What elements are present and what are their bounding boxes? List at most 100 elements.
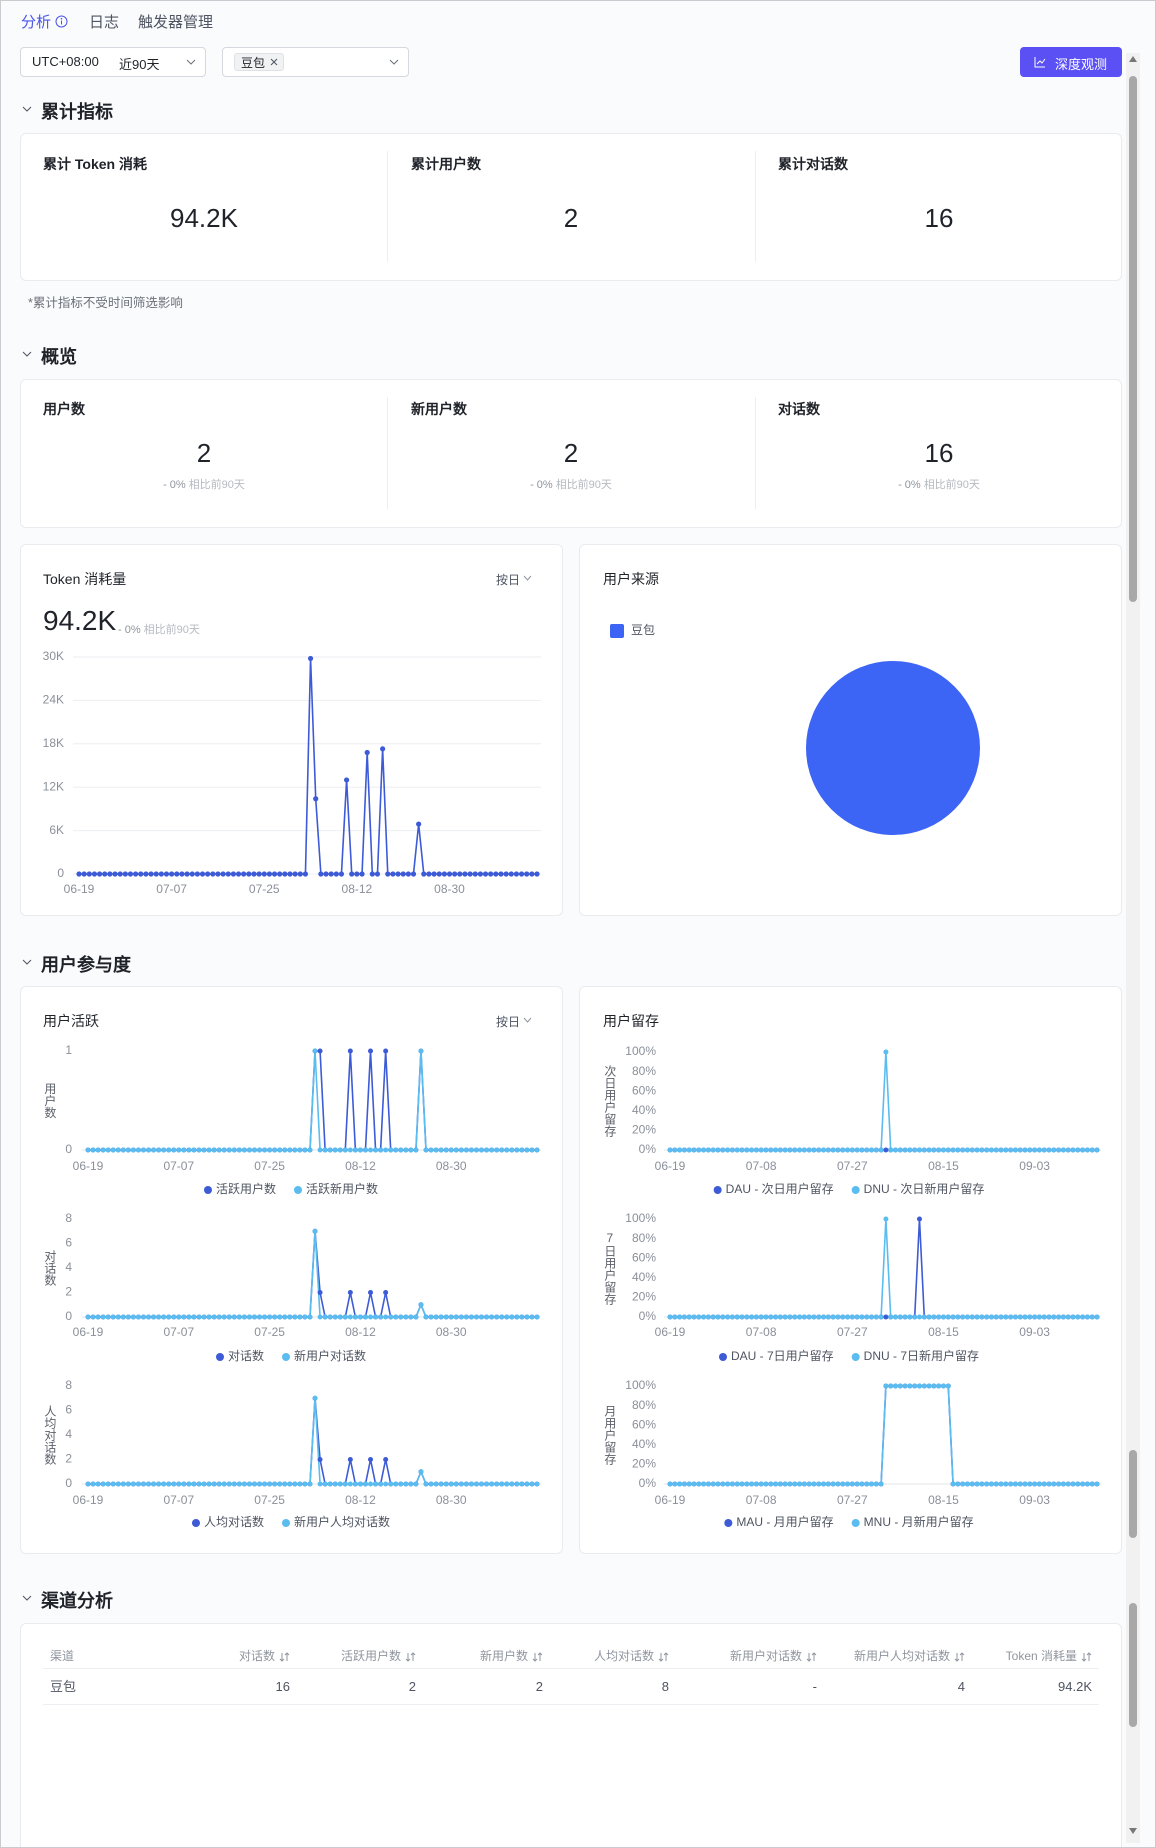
data-point	[787, 1314, 793, 1320]
data-point	[768, 1481, 774, 1487]
change: - 0% 相比前90天	[84, 476, 324, 492]
bot-filter[interactable]: 豆包	[222, 47, 409, 77]
table-header[interactable]: Token 消耗量	[872, 1647, 1092, 1665]
data-point	[318, 871, 324, 877]
legend-label: DAU - 7日用户留存	[731, 1348, 834, 1363]
collapse-icon[interactable]	[22, 105, 32, 113]
data-point	[418, 1302, 424, 1308]
data-point	[90, 1147, 96, 1153]
data-point	[960, 1147, 966, 1153]
metric-panel	[20, 379, 1122, 528]
sort-icon[interactable]	[954, 1652, 965, 1662]
data-point	[428, 1314, 434, 1320]
section-title[interactable]: 概览	[41, 347, 77, 367]
table-header[interactable]: 新用户数	[323, 1647, 543, 1665]
data-point	[907, 1383, 913, 1389]
table-header[interactable]: 人均对话数	[449, 1647, 669, 1665]
section-title[interactable]: 累计指标	[41, 102, 113, 122]
data-point	[1056, 1314, 1062, 1320]
data-point	[888, 1383, 894, 1389]
data-point	[196, 1147, 202, 1153]
scroll-thumb[interactable]	[1129, 1450, 1137, 1538]
data-point	[135, 1481, 141, 1487]
data-point	[220, 871, 226, 877]
data-point	[873, 1481, 879, 1487]
x-tick-label: 08-12	[345, 1493, 376, 1507]
tag-label: 豆包	[241, 56, 266, 70]
table-header[interactable]: 活跃用户数	[196, 1647, 416, 1665]
data-point	[421, 871, 427, 877]
section-title[interactable]: 用户参与度	[41, 955, 131, 975]
granularity-select[interactable]: 按日	[496, 573, 521, 587]
tab[interactable]: 触发器管理	[138, 14, 214, 31]
granularity-select[interactable]: 按日	[496, 1015, 521, 1029]
chart-card	[20, 544, 563, 916]
data-point	[955, 1147, 961, 1153]
sort-icon[interactable]	[532, 1652, 543, 1662]
data-point	[1012, 1147, 1018, 1153]
table-header[interactable]: 新用户对话数	[597, 1647, 817, 1665]
data-point	[1075, 1314, 1081, 1320]
scroll-down[interactable]	[1128, 1827, 1138, 1835]
close-icon[interactable]	[270, 58, 278, 66]
data-point	[112, 871, 118, 877]
deep-observe-button[interactable]: 深度观测	[1020, 47, 1122, 77]
data-point	[241, 1481, 247, 1487]
legend-marker	[851, 1186, 860, 1194]
data-point	[758, 1314, 764, 1320]
data-point	[312, 1228, 318, 1234]
table-header[interactable]: 对话数	[70, 1647, 290, 1665]
data-point	[1060, 1314, 1066, 1320]
data-point	[950, 1481, 956, 1487]
sort-icon[interactable]	[806, 1652, 817, 1662]
data-point	[1036, 1147, 1042, 1153]
scroll-thumb[interactable]	[1129, 1603, 1137, 1727]
data-point	[81, 871, 87, 877]
data-point	[122, 871, 128, 877]
legend-label: 新用户对话数	[294, 1348, 366, 1363]
data-point	[135, 1147, 141, 1153]
data-point	[504, 1481, 510, 1487]
data-point	[448, 1147, 454, 1153]
scroll-thumb[interactable]	[1129, 76, 1137, 602]
collapse-icon[interactable]	[22, 350, 32, 358]
data-point	[821, 1481, 827, 1487]
data-point	[864, 1147, 870, 1153]
data-point	[393, 1314, 399, 1320]
sort-icon[interactable]	[658, 1652, 669, 1662]
data-point	[494, 1314, 500, 1320]
data-point	[282, 1481, 288, 1487]
data-point	[342, 1314, 348, 1320]
data-point	[964, 1147, 970, 1153]
tab[interactable]: 分析	[21, 14, 52, 31]
scroll-up[interactable]	[1128, 55, 1138, 63]
x-tick-label: 07-07	[163, 1159, 194, 1173]
data-point	[1094, 1314, 1100, 1320]
data-point	[362, 1314, 368, 1320]
y-tick-label: 8	[65, 1211, 72, 1225]
legend-marker	[294, 1186, 302, 1194]
collapse-icon[interactable]	[22, 958, 32, 966]
data-point	[441, 871, 447, 877]
data-point	[161, 1147, 167, 1153]
data-point	[969, 1314, 975, 1320]
legend-marker	[851, 1353, 860, 1361]
data-point	[484, 1314, 490, 1320]
data-point	[701, 1481, 707, 1487]
collapse-icon[interactable]	[22, 1594, 32, 1602]
tab[interactable]: 日志	[89, 14, 120, 31]
table-header[interactable]: 新用户人均对话数	[745, 1647, 965, 1665]
timezone: UTC+08:00	[32, 54, 99, 69]
sort-icon[interactable]	[405, 1652, 416, 1662]
data-point	[878, 1314, 884, 1320]
data-point	[849, 1314, 855, 1320]
data-point	[1027, 1481, 1033, 1487]
chart-card	[579, 986, 1122, 1554]
sort-icon[interactable]	[279, 1652, 290, 1662]
section-title[interactable]: 渠道分析	[41, 1591, 113, 1611]
data-point	[720, 1314, 726, 1320]
data-point	[151, 1481, 157, 1487]
time-filter[interactable]: UTC+08:00 近90天	[20, 47, 206, 77]
compare-label: 相比前90天	[143, 624, 200, 636]
sort-icon[interactable]	[1081, 1652, 1092, 1662]
